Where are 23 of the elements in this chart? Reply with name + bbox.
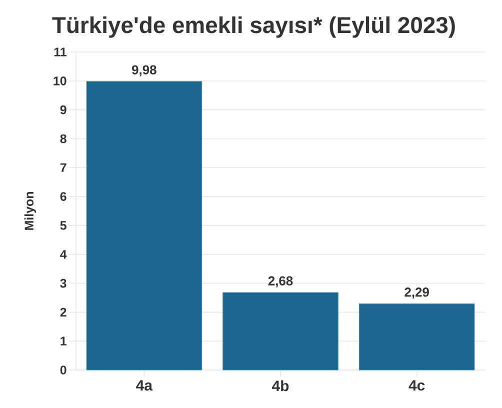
y-tick-label: 5: [60, 221, 66, 230]
y-tick-label: 6: [60, 192, 66, 201]
x-tick-label: 4c: [408, 380, 425, 391]
bar: [86, 81, 202, 370]
y-tick-label: 1: [60, 336, 66, 346]
y-tick-label: 7: [60, 163, 66, 172]
y-tick-label: 3: [60, 278, 66, 288]
y-tick-label: 4: [60, 250, 67, 259]
y-tick-label: 9: [60, 105, 66, 114]
y-tick-label: 2: [60, 308, 66, 317]
data-label: 9,98: [132, 65, 156, 76]
data-label: 2,68: [268, 276, 293, 288]
y-axis-title: Milyon: [24, 192, 36, 230]
bar: [222, 292, 338, 370]
y-tick-label: 0: [60, 366, 66, 374]
x-tick-label: 4a: [136, 380, 153, 391]
y-tick-label: 8: [60, 134, 66, 144]
y-tick-label: 11: [54, 48, 66, 56]
bar: [358, 303, 475, 370]
data-label: 2,29: [404, 288, 429, 299]
chart-title: Türkiye'de emekli sayısı* (Eylül 2023): [52, 16, 455, 38]
y-tick-label: 10: [54, 76, 66, 86]
x-tick-label: 4b: [272, 380, 289, 392]
